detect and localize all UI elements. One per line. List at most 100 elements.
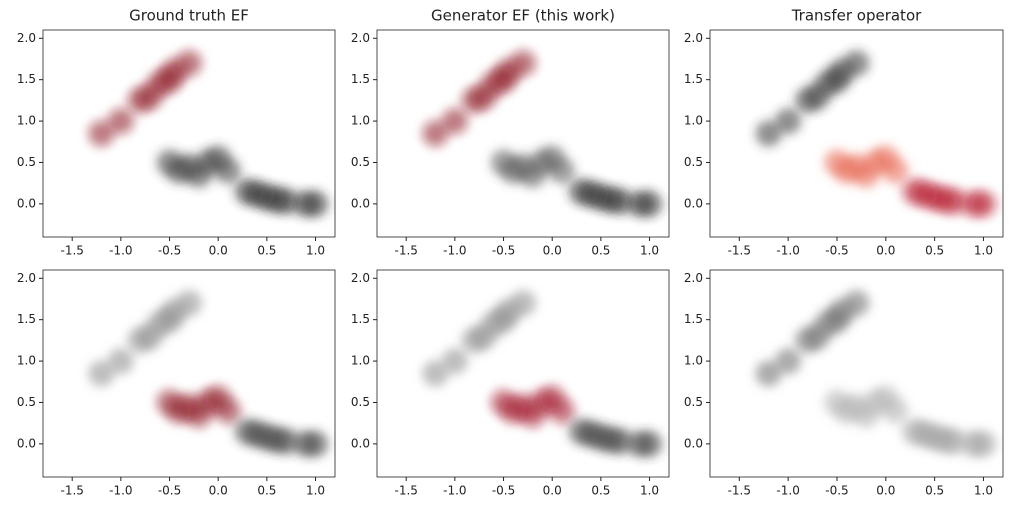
- x-tick-label: 0.5: [257, 484, 276, 498]
- point: [137, 83, 164, 110]
- y-tick-label: 2.0: [351, 271, 370, 285]
- point: [185, 401, 212, 428]
- y-tick-label: 1.5: [684, 72, 703, 86]
- point: [137, 323, 164, 350]
- x-tick-label: -1.0: [443, 244, 466, 258]
- point: [775, 348, 802, 375]
- plot-area: [88, 50, 329, 217]
- point: [519, 161, 546, 188]
- x-tick-label: -1.0: [109, 484, 132, 498]
- point: [931, 426, 958, 453]
- axes-frame: [709, 269, 1004, 478]
- x-tick-label: -1.0: [443, 484, 466, 498]
- plot-area: [422, 50, 663, 217]
- x-tick-label: 1.0: [640, 484, 659, 498]
- x-tick-label: -1.5: [60, 244, 83, 258]
- point: [970, 430, 997, 457]
- y-tick-label: 1.0: [351, 354, 370, 368]
- y-tick-label: 1.5: [351, 72, 370, 86]
- point: [931, 186, 958, 213]
- point: [441, 348, 468, 375]
- chart-title: Generator EF (this work): [431, 7, 615, 25]
- plot-area: [755, 290, 997, 457]
- point: [823, 306, 850, 333]
- point: [471, 323, 498, 350]
- point: [107, 348, 134, 375]
- y-tick-label: 0.0: [351, 196, 370, 210]
- point: [804, 323, 831, 350]
- x-tick-label: 0.0: [876, 244, 895, 258]
- y-tick-label: 2.0: [351, 31, 370, 45]
- panel: -1.5 -1.0 -0.5 0.0 0.5 1.0 0.0 0.5 1.0 1.5 2.0: [351, 269, 670, 498]
- y-tick-label: 1.0: [684, 354, 703, 368]
- point: [539, 145, 566, 172]
- chart-title: Ground truth EF: [129, 7, 249, 25]
- panel: -1.5 -1.0 -0.5 0.0 0.5 1.0 0.0 0.5 1.0 1.5 2.0: [17, 269, 336, 498]
- x-tick-label: -1.0: [776, 244, 799, 258]
- point: [244, 180, 271, 207]
- x-tick-label: -0.5: [825, 484, 848, 498]
- y-tick-label: 1.5: [351, 312, 370, 326]
- x-tick-label: -1.5: [394, 484, 417, 498]
- y-tick-label: 0.0: [17, 436, 36, 450]
- point: [843, 290, 870, 317]
- point: [176, 290, 202, 317]
- x-tick-label: 0.0: [543, 244, 562, 258]
- axes-frame: [376, 29, 670, 238]
- axes-frame: [42, 29, 336, 238]
- point: [107, 108, 134, 135]
- point: [911, 420, 938, 447]
- x-tick-label: -1.0: [776, 484, 799, 498]
- point: [244, 420, 271, 447]
- point: [843, 50, 870, 77]
- point: [88, 120, 115, 147]
- y-tick-label: 0.5: [684, 155, 703, 169]
- point: [872, 145, 899, 172]
- point: [636, 190, 663, 217]
- x-tick-label: 1.0: [306, 484, 325, 498]
- panel: -1.5 -1.0 -0.5 0.0 0.5 1.0 0.0 0.5 1.0 1.5 2.0: [684, 269, 1004, 498]
- y-tick-label: 0.0: [351, 436, 370, 450]
- panel: Transfer operator -1.5 -1.0 -0.5 0.0 0.5 1.0 0.…: [684, 7, 1004, 258]
- x-tick-label: 1.0: [306, 244, 325, 258]
- x-tick-label: -1.5: [728, 484, 751, 498]
- chart-title: Transfer operator: [791, 7, 922, 25]
- x-tick-label: 1.0: [974, 244, 993, 258]
- point: [755, 120, 782, 147]
- point: [166, 397, 193, 424]
- point: [539, 385, 566, 412]
- point: [636, 430, 663, 457]
- point: [500, 397, 527, 424]
- point: [510, 50, 536, 77]
- x-tick-label: 0.5: [591, 484, 610, 498]
- x-tick-label: 0.5: [925, 484, 944, 498]
- panel: Ground truth EF -1.5 -1.0 -0.5 0.0 0.5 1.0 0.0 0…: [17, 7, 336, 258]
- point: [970, 190, 997, 217]
- x-tick-label: 0.0: [209, 244, 228, 258]
- point: [578, 180, 605, 207]
- point: [156, 66, 183, 93]
- point: [88, 360, 115, 387]
- x-tick-label: 0.5: [591, 244, 610, 258]
- y-tick-label: 0.0: [684, 436, 703, 450]
- point: [804, 83, 831, 110]
- y-tick-label: 0.5: [351, 155, 370, 169]
- point: [441, 108, 468, 135]
- x-tick-label: -0.5: [492, 244, 515, 258]
- axes-frame: [709, 29, 1004, 238]
- point: [205, 385, 232, 412]
- point: [490, 306, 517, 333]
- plot-area: [422, 290, 663, 457]
- point: [302, 190, 329, 217]
- point: [490, 66, 517, 93]
- point: [911, 180, 938, 207]
- y-tick-label: 1.0: [351, 114, 370, 128]
- y-tick-label: 2.0: [684, 31, 703, 45]
- point: [185, 161, 212, 188]
- axes-frame: [42, 269, 336, 478]
- x-tick-label: 1.0: [640, 244, 659, 258]
- x-tick-label: -0.5: [825, 244, 848, 258]
- y-tick-label: 2.0: [17, 31, 36, 45]
- point: [166, 157, 193, 184]
- point: [471, 83, 498, 110]
